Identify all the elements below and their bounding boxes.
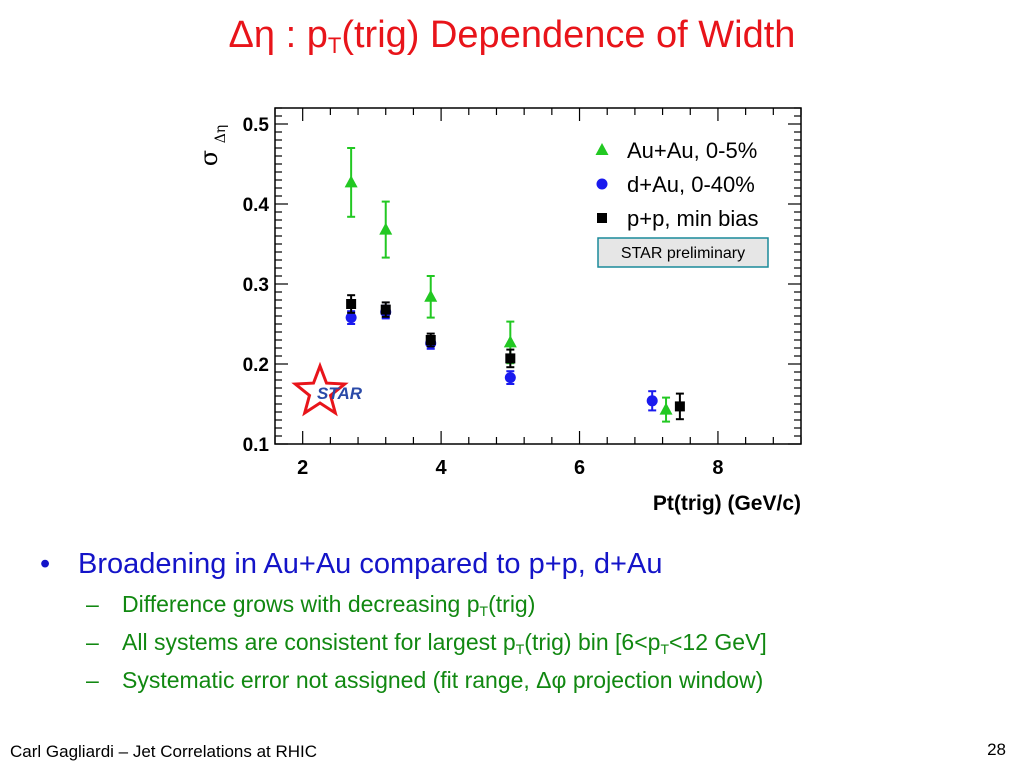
bullet-glyph: • — [40, 548, 51, 580]
sub-bullet-1: – Difference grows with decreasing pT(tr… — [40, 591, 1000, 619]
y-axis-sigma: σ — [195, 150, 223, 166]
plot-frame — [274, 107, 802, 445]
y-axis-label: σ Δη — [195, 125, 229, 166]
bullet-list: • Broadening in Au+Au compared to p+p, d… — [40, 548, 1000, 704]
legend-label: d+Au, 0-40% — [627, 172, 755, 197]
x-tick-label: 8 — [712, 457, 723, 479]
title-main: Δη : p — [228, 14, 328, 56]
x-tick-label: 4 — [436, 457, 448, 479]
sub1-text-b: (trig) — [488, 591, 536, 617]
y-axis-subscript: Δη — [213, 125, 229, 144]
title-subscript: T — [327, 33, 342, 58]
data-point — [424, 289, 438, 302]
data-point — [504, 372, 516, 384]
sub-bullet-3: – Systematic error not assigned (fit ran… — [40, 667, 1000, 694]
x-axis-label: Pt(trig) (GeV/c) — [653, 492, 801, 515]
bullet-main-text: Broadening in Au+Au compared to p+p, d+A… — [78, 548, 663, 580]
data-point — [379, 222, 393, 235]
star-shape — [291, 361, 349, 417]
legend-label: Au+Au, 0-5% — [627, 138, 757, 163]
data-point — [659, 402, 673, 415]
data-point — [674, 401, 685, 412]
sub1-subscript: T — [479, 603, 489, 619]
footer-text: Carl Gagliardi – Jet Correlations at RHI… — [10, 742, 318, 761]
dash-glyph: – — [86, 591, 99, 617]
series-0 — [344, 147, 673, 423]
annotation-text: STAR preliminary — [621, 245, 745, 262]
data-point — [646, 395, 658, 407]
y-tick-label: 0.2 — [243, 355, 269, 376]
sub2-text-b: (trig) bin [6<p — [524, 629, 661, 655]
data-point — [344, 175, 358, 188]
legend-marker — [596, 178, 608, 190]
data-point — [380, 304, 391, 315]
slide-title: Δη : pT(trig) Dependence of Width — [0, 14, 1024, 59]
sub1-text-a: Difference grows with decreasing p — [122, 591, 480, 617]
x-tick-label: 6 — [574, 457, 585, 479]
data-point — [345, 312, 357, 324]
data-point — [505, 353, 516, 364]
sub2-subscript-2: T — [660, 641, 669, 657]
bullet-main: • Broadening in Au+Au compared to p+p, d… — [40, 548, 1000, 581]
legend-label: p+p, min bias — [627, 206, 758, 231]
data-point — [425, 335, 436, 345]
sub2-text-c: <12 GeV] — [669, 629, 767, 655]
sub3-text: Systematic error not assigned (fit range… — [122, 667, 764, 693]
y-tick-label: 0.1 — [243, 435, 270, 456]
star-logo: STAR — [291, 361, 363, 417]
dash-glyph: – — [86, 667, 99, 693]
title-rest: (trig) Dependence of Width — [341, 14, 796, 56]
sub2-text-a: All systems are consistent for largest p — [122, 629, 516, 655]
y-tick-label: 0.3 — [243, 275, 269, 296]
legend-marker — [595, 143, 609, 155]
y-tick-label: 0.4 — [243, 195, 270, 216]
legend: Au+Au, 0-5% d+Au, 0-40% p+p, min bias — [595, 138, 758, 231]
width-vs-pt-chart: 2 4 6 8 0.1 0.2 0.3 0.4 0.5 Pt(trig) (GeV/c) σ Δη Au… — [195, 107, 802, 515]
annotation-box — [597, 237, 769, 268]
dash-glyph: – — [86, 629, 99, 655]
data-point — [346, 299, 357, 309]
data-point — [503, 335, 517, 348]
legend-marker — [597, 213, 607, 223]
x-tick-label: 2 — [297, 457, 308, 479]
series-2 — [346, 294, 685, 421]
page-number: 28 — [987, 740, 1006, 759]
sub2-subscript: T — [515, 641, 525, 657]
sub-bullet-2: – All systems are consistent for largest… — [40, 629, 1000, 657]
star-logo-text: STAR — [317, 384, 363, 403]
y-tick-label: 0.5 — [243, 115, 270, 136]
